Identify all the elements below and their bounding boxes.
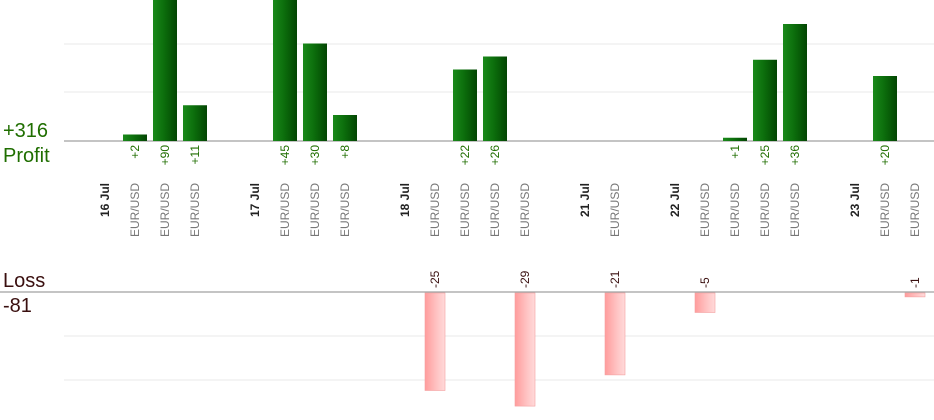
trade-label: EUR/USD: [188, 183, 202, 237]
trade-label: EUR/USD: [458, 183, 472, 237]
date-label: 22 Jul: [668, 183, 682, 217]
trade-label: EUR/USD: [308, 183, 322, 237]
profit-value-label: +90: [158, 145, 172, 166]
profit-value-label: +8: [338, 145, 352, 159]
profit-bar: [483, 56, 507, 141]
profit-bar: [123, 134, 147, 141]
profit-bar: [873, 76, 897, 141]
trade-label: EUR/USD: [518, 183, 532, 237]
date-label: 21 Jul: [578, 183, 592, 217]
loss-bar: [694, 292, 716, 313]
trade-label: EUR/USD: [878, 183, 892, 237]
date-label: 23 Jul: [848, 183, 862, 217]
date-label: 16 Jul: [98, 183, 112, 217]
loss-total: -81: [3, 295, 32, 317]
profit-value-label: +25: [758, 145, 772, 166]
profit-value-label: +1: [728, 145, 742, 159]
loss-bar: [604, 292, 626, 376]
trade-label: EUR/USD: [428, 183, 442, 237]
profit-bar: [303, 43, 327, 141]
bars: [123, 0, 926, 407]
date-label: 18 Jul: [398, 183, 412, 217]
profit-bar: [333, 115, 357, 141]
profit-value-label: +20: [878, 145, 892, 166]
trade-label: EUR/USD: [128, 183, 142, 237]
profit-bar: [783, 24, 807, 141]
loss-bar: [904, 292, 926, 298]
profit-value-label: +30: [308, 145, 322, 166]
trade-label: EUR/USD: [698, 183, 712, 237]
loss-label: Loss: [3, 270, 46, 292]
date-label: 17 Jul: [248, 183, 262, 217]
labels: 16 Jul EUR/USD +2 EUR/USD +90 EUR/USD +11 17 Ju…: [98, 145, 922, 288]
profit-total: +316: [3, 120, 49, 142]
loss-value-label: -1: [908, 277, 922, 288]
profit-value-label: +26: [488, 145, 502, 166]
trade-label: EUR/USD: [788, 183, 802, 237]
profit-label: Profit: [3, 145, 50, 167]
trade-label: EUR/USD: [338, 183, 352, 237]
loss-value-label: -25: [428, 270, 442, 288]
loss-value-label: -29: [518, 270, 532, 288]
trade-label: EUR/USD: [728, 183, 742, 237]
trade-label: EUR/USD: [608, 183, 622, 237]
profit-value-label: +36: [788, 145, 802, 166]
trade-label: EUR/USD: [908, 183, 922, 237]
trade-label: EUR/USD: [488, 183, 502, 237]
profit-bar: [273, 0, 297, 141]
profit-value-label: +2: [128, 145, 142, 159]
profit-bar: [153, 0, 177, 141]
profit-value-label: +22: [458, 145, 472, 166]
loss-bar: [514, 292, 536, 407]
loss-value-label: -21: [608, 270, 622, 288]
loss-value-label: -5: [698, 277, 712, 288]
profit-bar: [183, 105, 207, 141]
profit-value-label: +45: [278, 145, 292, 166]
profit-bar: [723, 137, 747, 141]
loss-bar: [424, 292, 446, 391]
trade-label: EUR/USD: [758, 183, 772, 237]
profit-value-label: +11: [188, 145, 202, 165]
trade-label: EUR/USD: [278, 183, 292, 237]
profit-bar: [453, 69, 477, 141]
profit-bar: [753, 59, 777, 141]
trade-label: EUR/USD: [158, 183, 172, 237]
